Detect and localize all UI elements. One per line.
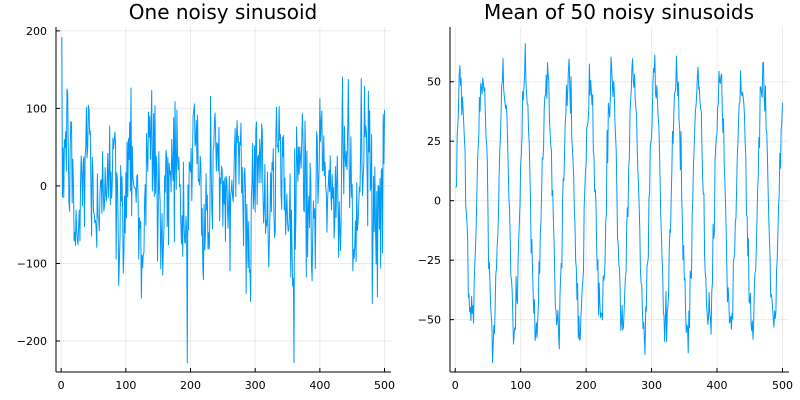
x-tick-label: 200	[180, 379, 201, 392]
x-tick-label: 500	[374, 379, 395, 392]
x-tick-label: 0	[452, 379, 459, 392]
y-tick-label: 25	[427, 135, 441, 148]
x-tick-label: 200	[576, 379, 597, 392]
x-tick-label: 500	[772, 379, 793, 392]
series-line	[455, 43, 783, 363]
y-tick-label: −200	[17, 335, 47, 348]
series-line	[61, 37, 386, 364]
y-tick-label: 50	[427, 76, 441, 89]
x-tick-label: 300	[641, 379, 662, 392]
y-tick-label: −50	[418, 314, 441, 327]
y-tick-label: 100	[26, 102, 47, 115]
y-tick-label: −25	[418, 254, 441, 267]
y-tick-label: −100	[17, 257, 47, 270]
chart-title: Mean of 50 noisy sinusoids	[484, 0, 754, 24]
x-tick-label: 400	[707, 379, 728, 392]
x-tick-label: 100	[115, 379, 136, 392]
x-tick-label: 400	[309, 379, 330, 392]
left-chart-panel: 0 100 200 300 400 500 −200 −100 0 100 200 One noisy…	[17, 0, 395, 392]
y-tick-label: 0	[40, 180, 47, 193]
y-tick-label: 200	[26, 25, 47, 38]
y-tick-label: 0	[434, 195, 441, 208]
chart-title: One noisy sinusoid	[129, 0, 317, 24]
x-tick-label: 300	[245, 379, 266, 392]
x-tick-label: 0	[58, 379, 65, 392]
right-chart-panel: 0 100 200 300 400 500 −50 −25 0 25 50 Mean of 50 no…	[418, 0, 793, 392]
x-tick-label: 100	[510, 379, 531, 392]
